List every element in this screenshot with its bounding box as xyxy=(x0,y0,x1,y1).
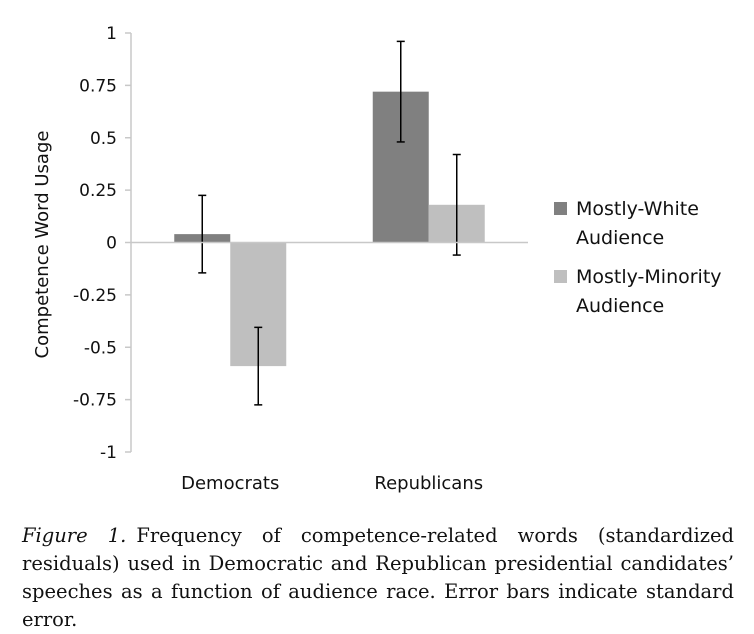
figure-caption: Figure 1. Frequency of competence-related… xyxy=(22,522,734,634)
caption-text: Frequency of competence-related words (s… xyxy=(22,524,734,631)
legend: Mostly-White Audience Mostly-Minority Audie… xyxy=(554,198,722,317)
y-tick-label: 1 xyxy=(106,24,117,44)
legend-swatch xyxy=(554,270,567,283)
bar-chart: 1 0.75 0.5 0.25 0 -0.25 -0.5 -0.75 -1 Democrats R… xyxy=(32,24,722,494)
y-tick-label: -0.75 xyxy=(73,391,117,411)
y-axis-title: Competence Word Usage xyxy=(32,131,53,359)
category-labels: Democrats Republicans xyxy=(181,473,483,494)
y-tick-label: 0.5 xyxy=(90,129,117,149)
error-bars xyxy=(198,40,461,406)
y-axis-ticks: 1 0.75 0.5 0.25 0 -0.25 -0.5 -0.75 -1 xyxy=(73,24,131,463)
y-tick-label: -1 xyxy=(100,443,117,463)
legend-label: Mostly-White Audience xyxy=(576,198,699,249)
y-tick-label: -0.5 xyxy=(84,338,117,358)
bars xyxy=(174,91,485,367)
category-label: Republicans xyxy=(374,473,483,494)
y-tick-label: 0 xyxy=(106,234,117,254)
figure-label: Figure 1. xyxy=(22,524,127,547)
legend-label: Mostly-Minority Audience xyxy=(576,266,722,317)
y-tick-label: -0.25 xyxy=(73,286,117,306)
y-tick-label: 0.75 xyxy=(79,76,117,96)
legend-swatch xyxy=(554,202,567,215)
y-tick-label: 0.25 xyxy=(79,181,117,201)
category-label: Democrats xyxy=(181,473,279,494)
